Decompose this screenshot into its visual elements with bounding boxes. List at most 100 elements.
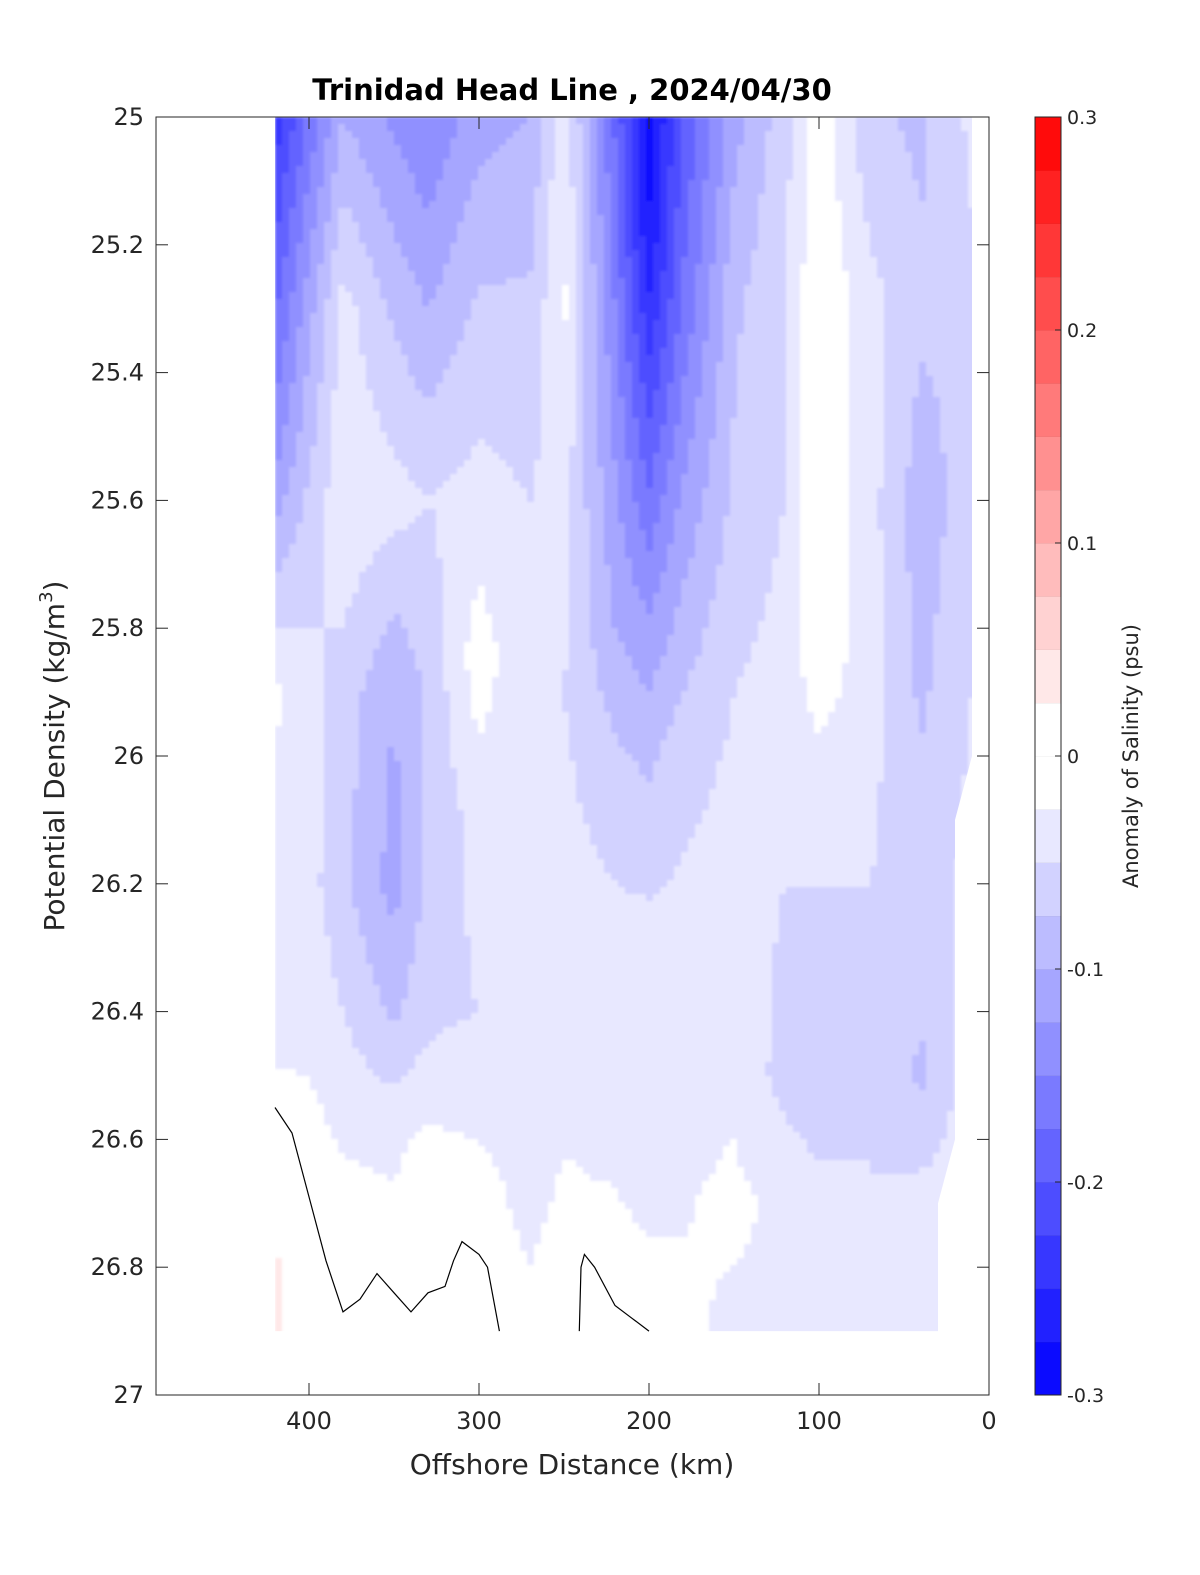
contour-cell xyxy=(842,411,850,419)
contour-cell xyxy=(765,131,773,139)
contour-cell xyxy=(583,439,591,447)
contour-cell xyxy=(303,131,311,139)
contour-cell xyxy=(667,341,675,349)
contour-cell xyxy=(499,383,507,391)
contour-cell xyxy=(450,257,458,265)
contour-cell xyxy=(401,145,409,153)
contour-cell xyxy=(604,166,612,174)
contour-cell xyxy=(898,166,906,174)
contour-cell xyxy=(380,222,388,230)
contour-cell xyxy=(450,439,458,447)
contour-cell xyxy=(821,418,829,426)
contour-cell xyxy=(345,180,353,188)
contour-cell xyxy=(961,306,969,314)
contour-cell xyxy=(933,257,941,265)
contour-cell xyxy=(380,313,388,321)
contour-cell xyxy=(436,390,444,398)
contour-cell xyxy=(282,243,290,251)
contour-cell xyxy=(940,411,948,419)
contour-cell xyxy=(835,222,843,230)
contour-cell xyxy=(562,201,570,209)
contour-cell xyxy=(499,208,507,216)
contour-cell xyxy=(751,131,759,139)
contour-cell xyxy=(639,131,647,139)
contour-cell xyxy=(387,194,395,202)
contour-cell xyxy=(429,327,437,335)
contour-cell xyxy=(583,432,591,440)
contour-cell xyxy=(478,131,486,139)
contour-cell xyxy=(821,222,829,230)
contour-cell xyxy=(492,166,500,174)
contour-cell xyxy=(842,278,850,286)
contour-cell xyxy=(695,327,703,335)
contour-cell xyxy=(772,250,780,258)
contour-cell xyxy=(611,166,619,174)
contour-cell xyxy=(471,166,479,174)
contour-cell xyxy=(681,432,689,440)
contour-cell xyxy=(709,320,717,328)
contour-cell xyxy=(702,257,710,265)
contour-cell xyxy=(849,278,857,286)
contour-cell xyxy=(310,460,318,468)
contour-cell xyxy=(863,348,871,356)
contour-cell xyxy=(709,138,717,146)
contour-cell xyxy=(891,334,899,342)
contour-cell xyxy=(492,117,500,125)
contour-cell xyxy=(457,229,465,237)
contour-cell xyxy=(667,124,675,132)
contour-cell xyxy=(296,159,304,167)
contour-cell xyxy=(674,138,682,146)
contour-cell xyxy=(891,215,899,223)
contour-cell xyxy=(611,285,619,293)
contour-cell xyxy=(744,397,752,405)
contour-cell xyxy=(478,145,486,153)
contour-cell xyxy=(310,222,318,230)
contour-cell xyxy=(282,138,290,146)
contour-cell xyxy=(275,173,283,181)
contour-cell xyxy=(779,117,787,125)
contour-cell xyxy=(541,117,549,125)
contour-cell xyxy=(968,411,972,419)
contour-cell xyxy=(807,327,815,335)
contour-cell xyxy=(646,257,654,265)
contour-cell xyxy=(940,313,948,321)
contour-cell xyxy=(527,180,535,188)
contour-cell xyxy=(653,376,661,384)
contour-cell xyxy=(947,166,955,174)
contour-cell xyxy=(744,453,752,461)
contour-cell xyxy=(534,222,542,230)
contour-cell xyxy=(758,432,766,440)
contour-cell xyxy=(905,334,913,342)
contour-cell xyxy=(737,397,745,405)
contour-cell xyxy=(891,257,899,265)
contour-cell xyxy=(499,166,507,174)
contour-cell xyxy=(660,390,668,398)
contour-cell xyxy=(485,397,493,405)
contour-cell xyxy=(751,208,759,216)
contour-cell xyxy=(345,341,353,349)
contour-cell xyxy=(485,292,493,300)
contour-cell xyxy=(674,285,682,293)
contour-cell xyxy=(653,299,661,307)
contour-cell xyxy=(674,180,682,188)
contour-cell xyxy=(870,257,878,265)
contour-cell xyxy=(401,439,409,447)
contour-cell xyxy=(968,159,972,167)
contour-cell xyxy=(555,243,563,251)
contour-cell xyxy=(534,187,542,195)
contour-cell xyxy=(765,446,773,454)
contour-cell xyxy=(807,236,815,244)
contour-cell xyxy=(751,215,759,223)
contour-cell xyxy=(303,432,311,440)
contour-cell xyxy=(604,215,612,223)
contour-cell xyxy=(870,299,878,307)
contour-cell xyxy=(821,194,829,202)
contour-cell xyxy=(590,453,598,461)
contour-cell xyxy=(842,236,850,244)
contour-cell xyxy=(324,306,332,314)
contour-cell xyxy=(345,432,353,440)
contour-cell xyxy=(429,369,437,377)
contour-cell xyxy=(345,348,353,356)
contour-cell xyxy=(821,124,829,132)
contour-cell xyxy=(485,257,493,265)
